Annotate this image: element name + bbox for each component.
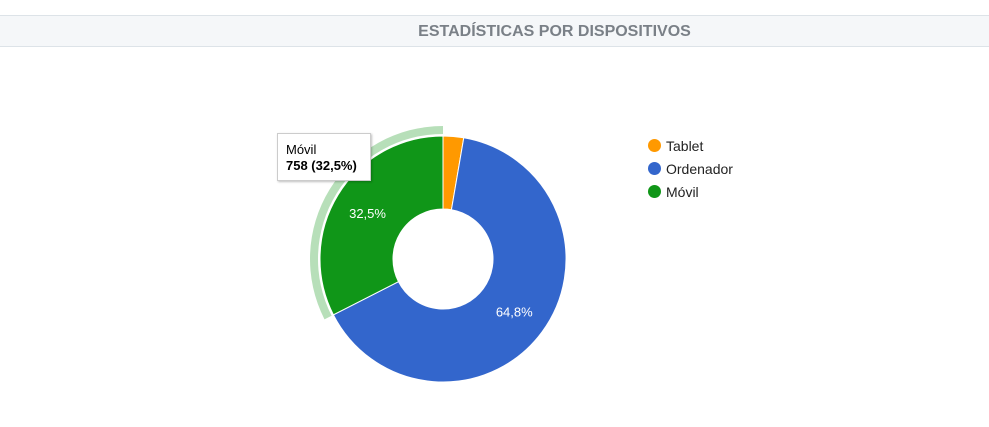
tooltip-title: Móvil [286, 142, 317, 157]
donut-chart[interactable]: 64,8% 32,5% [0, 48, 989, 427]
slice-ordenador[interactable] [332, 137, 567, 383]
slice-label-ordenador: 64,8% [496, 304, 533, 319]
legend-swatch [648, 185, 661, 198]
tooltip-value: 758 (32,5%) [286, 158, 357, 173]
legend-swatch [648, 162, 661, 175]
slice-label-movil: 32,5% [349, 206, 386, 221]
legend-label: Ordenador [666, 160, 733, 177]
legend-swatch [648, 139, 661, 152]
panel-title: ESTADÍSTICAS POR DISPOSITIVOS [418, 23, 691, 40]
chart-legend: Tablet Ordenador Móvil [648, 134, 733, 203]
panel-header: ESTADÍSTICAS POR DISPOSITIVOS [0, 15, 989, 47]
legend-label: Móvil [666, 183, 699, 200]
chart-tooltip: Móvil 758 (32,5%) [277, 133, 371, 181]
legend-label: Tablet [666, 137, 704, 154]
legend-item-movil[interactable]: Móvil [648, 180, 733, 203]
legend-item-ordenador[interactable]: Ordenador [648, 157, 733, 180]
legend-item-tablet[interactable]: Tablet [648, 134, 733, 157]
